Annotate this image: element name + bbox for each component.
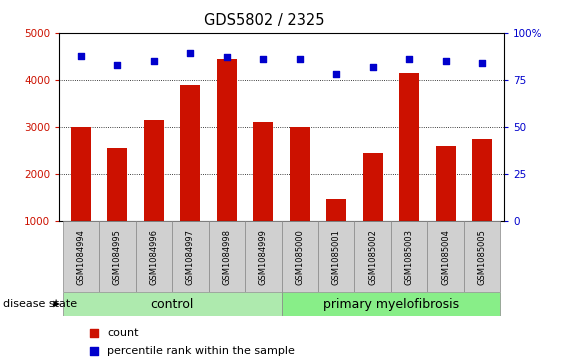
Bar [282, 221, 318, 292]
Text: control: control [150, 298, 194, 310]
Point [441, 58, 450, 64]
Text: GSM1084996: GSM1084996 [149, 229, 158, 285]
Text: GSM1085002: GSM1085002 [368, 229, 377, 285]
Point [368, 64, 377, 70]
Point [90, 348, 99, 354]
Bar [62, 292, 282, 316]
Text: GSM1085001: GSM1085001 [332, 229, 341, 285]
Text: GSM1084998: GSM1084998 [222, 229, 231, 285]
Bar [71, 127, 91, 221]
Bar [208, 221, 245, 292]
Point [186, 50, 195, 56]
Bar [355, 221, 391, 292]
Text: percentile rank within the sample: percentile rank within the sample [108, 346, 295, 356]
Text: disease state: disease state [3, 299, 77, 309]
Bar [172, 221, 208, 292]
Bar [282, 292, 501, 316]
Bar [363, 153, 383, 221]
Bar [290, 127, 310, 221]
Bar [99, 221, 136, 292]
Point [77, 53, 86, 59]
Text: GSM1084997: GSM1084997 [186, 229, 195, 285]
Text: count: count [108, 328, 139, 338]
Bar [464, 221, 501, 292]
Bar [108, 148, 127, 221]
Bar [144, 120, 164, 221]
Point [149, 58, 158, 64]
Bar [436, 146, 455, 221]
Bar [136, 221, 172, 292]
Text: GSM1084995: GSM1084995 [113, 229, 122, 285]
Text: GSM1085005: GSM1085005 [477, 229, 486, 285]
Bar [62, 221, 99, 292]
Point [405, 56, 414, 61]
Bar [253, 122, 273, 221]
Text: GSM1084994: GSM1084994 [77, 229, 86, 285]
Text: GSM1084999: GSM1084999 [259, 229, 268, 285]
Text: GSM1085003: GSM1085003 [405, 229, 414, 285]
Bar [180, 85, 200, 221]
Text: GSM1085004: GSM1085004 [441, 229, 450, 285]
Point [259, 56, 268, 61]
Bar [245, 221, 282, 292]
Point [222, 54, 231, 60]
Bar [318, 221, 355, 292]
Bar [399, 73, 419, 221]
Point [90, 330, 99, 336]
Point [477, 60, 486, 66]
Bar [391, 221, 427, 292]
Point [113, 62, 122, 68]
Bar [472, 139, 492, 221]
Text: GDS5802 / 2325: GDS5802 / 2325 [204, 13, 325, 28]
Bar [217, 58, 237, 221]
Text: GSM1085000: GSM1085000 [295, 229, 304, 285]
Point [295, 56, 304, 61]
Point [332, 71, 341, 77]
Bar [326, 199, 346, 221]
Bar [427, 221, 464, 292]
Text: primary myelofibrosis: primary myelofibrosis [323, 298, 459, 310]
